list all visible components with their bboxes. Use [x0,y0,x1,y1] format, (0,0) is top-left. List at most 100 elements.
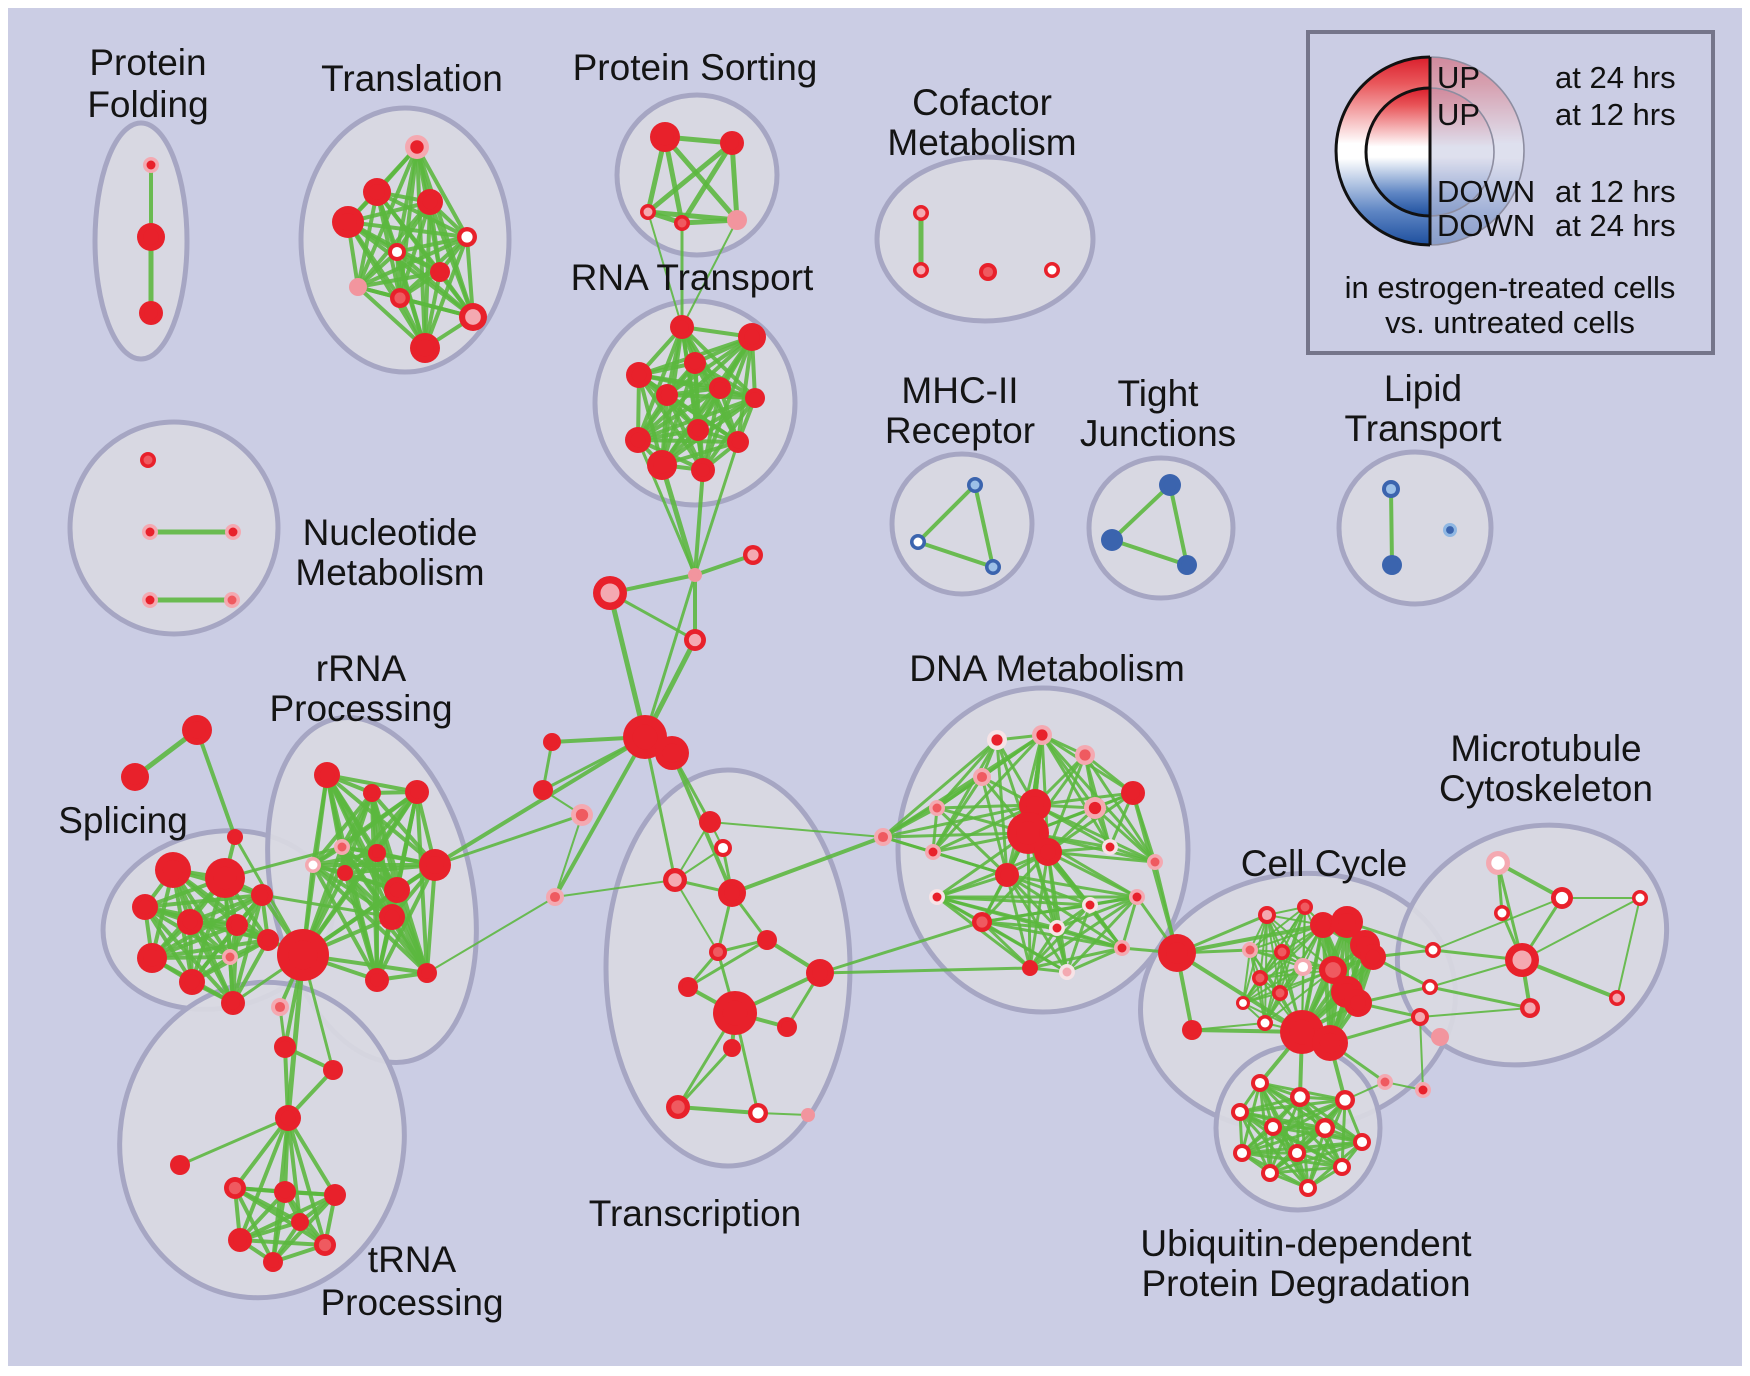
node-core [749,392,761,404]
node-core [1418,1085,1428,1095]
node-core [1025,963,1035,973]
legend-row-3-state: DOWN [1437,174,1535,209]
node-rr10 [277,929,329,981]
node-core [1163,478,1177,492]
node-tx10 [713,991,757,1035]
node-tx12 [723,1039,741,1057]
edge-c3-c9 [1249,949,1266,1024]
cluster-label-lipid-transport-line1: Lipid [1384,368,1462,409]
node-core [982,266,994,278]
node-d3 [1075,745,1095,765]
edge-u6-u8 [1240,1126,1327,1155]
node-core [1150,857,1160,867]
edge-ps2-ps4 [679,140,735,226]
node-core [722,1000,748,1026]
edge-d14-d17 [935,895,1092,907]
node-core [228,527,238,537]
node-c18 [1422,979,1438,995]
node-core [1264,1167,1276,1179]
node-core [143,455,153,465]
cluster-label-cofactor-metabolism-line1: Cofactor [912,82,1052,123]
edge-lp1-lp2 [1389,487,1394,567]
node-core [976,771,988,783]
node-c3 [1242,942,1258,958]
node-core [1319,1122,1331,1134]
edge-m4-m5 [1520,958,1619,1000]
node-rt1 [670,315,694,339]
edge-d4-d13 [980,775,1009,877]
edge-tx4-rr13 [426,896,556,974]
node-core [630,432,646,448]
node-c14b [1344,989,1372,1017]
node-core [1105,533,1119,547]
node-pf2 [137,223,165,251]
node-rt6 [709,377,731,399]
edge-tr1-tr9 [286,1116,302,1224]
node-core [226,996,240,1010]
node-core [877,831,889,843]
edge-c19-m8 [1419,1007,1531,1018]
node-core [691,571,699,579]
legend-note-line2: vs. untreated cells [1385,305,1635,340]
node-sp10 [257,929,279,951]
node-core [631,367,647,383]
edge-tj1-tj3 [1168,483,1189,567]
node-tg1 [182,715,212,745]
edge-tj1-tj2 [1110,483,1172,542]
node-u3 [1335,1090,1355,1110]
node-core [267,1256,279,1268]
cluster-tight-junctions [1086,455,1236,601]
node-core [227,595,237,605]
node-rr8 [384,877,410,903]
node-core [461,231,473,243]
edge-c3-c8 [1242,949,1251,1004]
node-d18 [1049,920,1065,936]
node-core [278,1185,292,1199]
node-tr1 [275,1105,301,1131]
node-core [717,842,729,854]
edge-d15-d19 [1028,895,1139,970]
cluster-label-mhc-ii-receptor-line1: MHC-II [901,370,1018,411]
edge-d13-d15 [1005,873,1139,899]
node-core [1181,559,1193,571]
cluster-nucleotide-metabolism [67,419,281,637]
node-tg2 [121,763,149,791]
node-core [1260,1018,1270,1028]
node-core [1385,483,1397,495]
edge-d15-d20 [1065,895,1139,974]
node-sp9 [251,884,273,906]
node-tj3 [1177,555,1197,575]
cluster-label-nucleotide-metabolism-line2: Metabolism [295,552,484,593]
edge-rr5-rr13 [311,863,429,975]
edge-m5-m6 [1616,897,1641,999]
node-core [1105,842,1115,852]
node-core [465,309,481,325]
node-core [1088,801,1102,815]
node-sp11 [221,991,245,1015]
edge-lc3-rr9 [433,813,584,867]
cluster-mhc-ii-receptor [889,451,1035,597]
node-cf2 [913,262,929,278]
node-core [1275,988,1285,998]
node-d14 [929,889,945,905]
node-m8 [1520,998,1540,1018]
edge-mh2-mh3 [916,540,995,569]
edge-tx13-tx14 [676,1105,760,1115]
edge-tr5-tr6 [238,1193,337,1242]
node-core [1261,909,1273,921]
node-d10 [925,844,941,860]
node-core [1356,1136,1368,1148]
edge-c6-c10 [1259,924,1324,979]
edge-sp3-sp11 [143,905,235,1005]
node-core [546,736,558,748]
node-mh1 [967,477,983,493]
edge-d19-d21 [1028,946,1124,970]
node-core [976,916,988,928]
edge-d16-d19 [980,920,1032,970]
node-cf1 [913,205,929,221]
node-core [1612,993,1622,1003]
node-d13 [995,863,1019,887]
edge-d6-d9 [881,806,939,839]
cluster-label-lipid-transport-line2: Transport [1345,408,1503,449]
node-rr2 [363,784,381,802]
